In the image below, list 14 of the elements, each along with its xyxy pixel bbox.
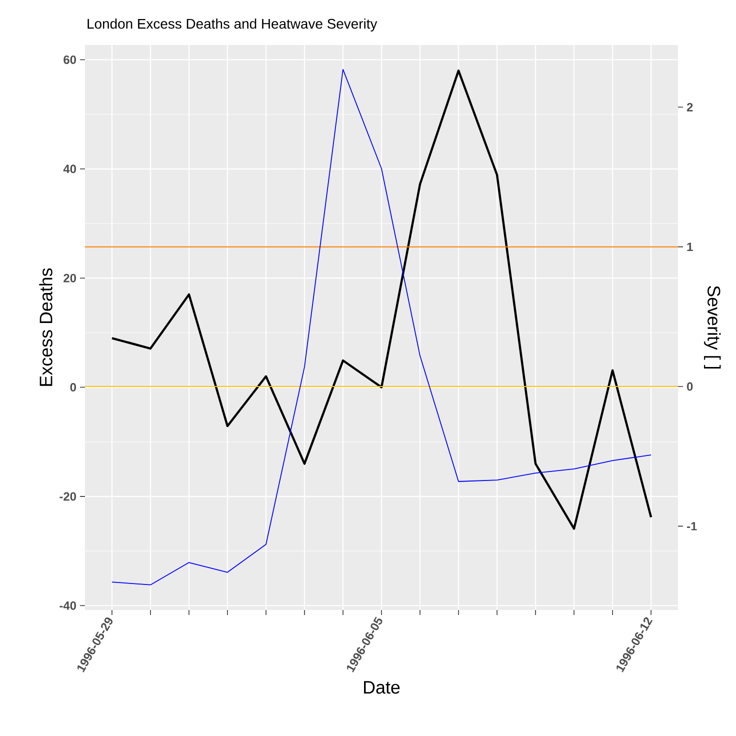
y-tick-label: 20 (64, 274, 76, 282)
y2-axis-title: Severity [ ] (704, 286, 721, 369)
y2-tick-label: -1 (687, 522, 697, 530)
x-axis-title: Date (364, 681, 400, 694)
y-tick-label: -20 (60, 492, 76, 501)
y2-tick-label: 0 (687, 382, 693, 391)
y-tick-label: -40 (60, 601, 76, 610)
y-tick-label: 60 (64, 56, 76, 64)
y-tick-label: 40 (63, 164, 76, 174)
chart-title: London Excess Deaths and Heatwave Severity (88, 18, 378, 32)
y2-tick-label: 1 (687, 242, 693, 251)
y-axis-title: Excess Deaths (39, 268, 52, 386)
y-tick-label: 0 (70, 383, 76, 392)
y2-tick-label: 2 (686, 102, 693, 112)
